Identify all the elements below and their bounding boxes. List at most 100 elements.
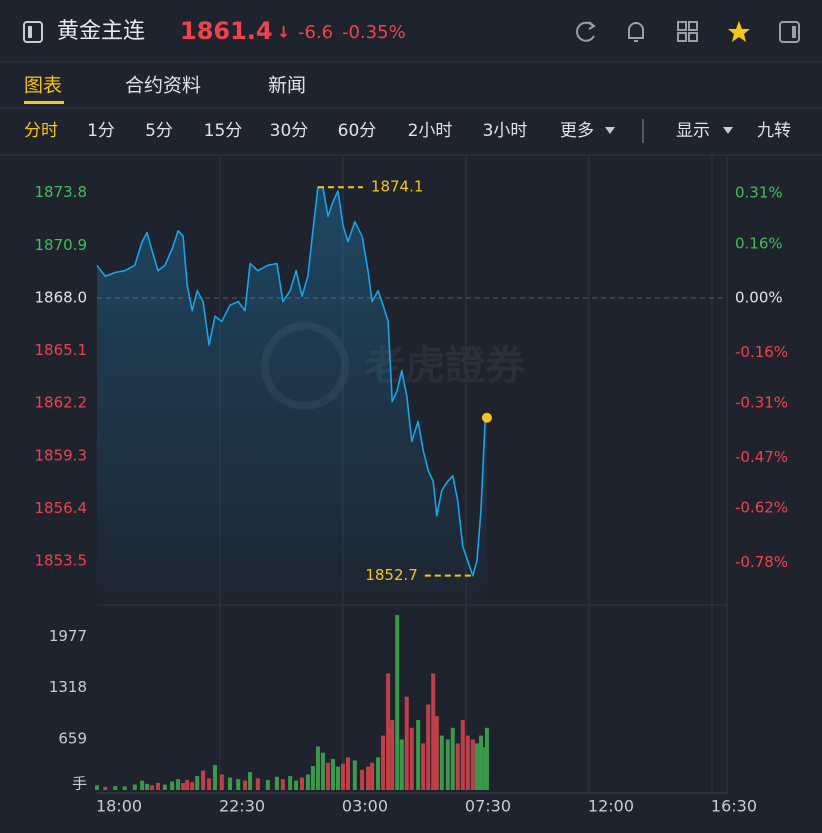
- y2-tick-label: 0.31%: [735, 183, 783, 201]
- volume-bar: [288, 776, 293, 790]
- volume-bar: [325, 762, 330, 790]
- more-dropdown-arrow: [605, 127, 615, 134]
- x-tick-label: 16:30: [711, 797, 757, 816]
- x-tick-label: 18:00: [96, 797, 142, 816]
- volume-bar: [145, 783, 150, 790]
- volume-bar: [399, 739, 404, 790]
- volume-bar: [299, 777, 304, 790]
- grid-icon-d: [688, 32, 698, 42]
- bell-icon[interactable]: [628, 22, 644, 42]
- tab[interactable]: 合约资料: [125, 75, 201, 97]
- period-option[interactable]: 2小时: [408, 121, 453, 141]
- sidebar-icon[interactable]: [23, 21, 43, 43]
- price-change: -6.6: [298, 22, 333, 43]
- display-dropdown-arrow: [723, 127, 733, 134]
- grid-icon-a[interactable]: [677, 21, 687, 31]
- y-tick-label: 1856.4: [35, 499, 88, 517]
- volume-bar: [310, 765, 315, 790]
- volume-bar: [236, 779, 241, 790]
- volume-tick-label: 1977: [49, 627, 87, 645]
- y-tick-label: 1862.2: [35, 394, 88, 412]
- volume-bar: [474, 743, 479, 790]
- tab[interactable]: 新闻: [268, 75, 306, 97]
- y-tick-label: 1853.5: [35, 552, 88, 570]
- volume-bar: [345, 757, 350, 790]
- volume-bar: [170, 781, 175, 790]
- tab[interactable]: 图表: [24, 75, 62, 97]
- panel-icon[interactable]: [779, 21, 800, 43]
- period-option[interactable]: 1分: [87, 121, 115, 141]
- period-option[interactable]: 更多: [560, 121, 594, 141]
- volume-bar: [484, 727, 489, 790]
- volume-bar: [207, 778, 212, 790]
- volume-bar: [248, 772, 253, 790]
- high-label: 1874.1: [371, 178, 424, 196]
- volume-bar: [479, 735, 484, 790]
- volume-bar: [195, 776, 200, 790]
- volume-tick-label: 1318: [49, 678, 87, 696]
- volume-bar: [445, 739, 450, 790]
- volume-bar: [416, 720, 421, 790]
- volume-bar: [330, 758, 335, 790]
- volume-bar: [409, 727, 414, 790]
- volume-bar: [185, 779, 190, 790]
- volume-bar: [340, 763, 345, 790]
- volume-bar: [455, 743, 460, 790]
- volume-bar: [370, 762, 375, 790]
- volume-bar: [132, 784, 137, 790]
- down-arrow: ↓: [277, 23, 290, 42]
- volume-bar: [294, 780, 299, 790]
- y-tick-label: 1873.8: [35, 183, 88, 201]
- refresh-icon[interactable]: [576, 21, 595, 42]
- sidebar-icon-bar: [28, 26, 32, 38]
- volume-bar: [103, 786, 108, 790]
- y-tick-label: 1868.0: [35, 288, 88, 306]
- y2-tick-label: -0.62%: [735, 499, 788, 517]
- volume-bar: [470, 739, 475, 790]
- y2-tick-label: -0.47%: [735, 448, 788, 466]
- volume-bar: [280, 779, 285, 790]
- volume-bar: [181, 783, 186, 790]
- y-tick-label: 1870.9: [35, 236, 88, 254]
- volume-bar: [421, 743, 426, 790]
- y2-tick-label: -0.78%: [735, 553, 788, 571]
- toolbar-icons: [576, 21, 800, 43]
- y2-tick-label: -0.31%: [735, 394, 788, 412]
- favorite-star[interactable]: [728, 21, 750, 42]
- period-option[interactable]: 30分: [270, 121, 309, 141]
- volume-bar: [386, 673, 391, 790]
- grid-icon-b: [688, 21, 698, 31]
- volume-bar: [460, 720, 465, 790]
- period-option[interactable]: 5分: [145, 121, 173, 141]
- period-option[interactable]: 分时: [24, 121, 58, 141]
- period-option[interactable]: 15分: [204, 121, 243, 141]
- volume-bar: [360, 769, 365, 790]
- x-tick-label: 03:00: [342, 797, 388, 816]
- volume-bar: [274, 776, 279, 790]
- volume-unit: 手: [72, 775, 87, 793]
- volume-bar: [162, 784, 167, 790]
- x-tick-label: 07:30: [465, 797, 511, 816]
- period-option[interactable]: 九转: [757, 121, 791, 141]
- period-option[interactable]: 3小时: [483, 121, 528, 141]
- volume-bar: [150, 785, 155, 790]
- volume-bar: [305, 774, 310, 790]
- volume-bar: [366, 766, 371, 790]
- volume-bar: [439, 735, 444, 790]
- volume-bar: [255, 778, 260, 790]
- volume-bar: [434, 716, 439, 790]
- period-option[interactable]: 60分: [338, 121, 377, 141]
- volume-bar: [404, 696, 409, 790]
- volume-bar: [352, 760, 357, 790]
- volume-bar: [395, 615, 400, 790]
- volume-tick-label: 659: [58, 729, 87, 747]
- panel-icon-bar: [792, 26, 796, 38]
- volume-bar: [201, 770, 206, 790]
- volume-bar: [320, 752, 325, 790]
- y2-tick-label: 0.16%: [735, 234, 783, 252]
- low-label: 1852.7: [365, 566, 418, 584]
- period-option[interactable]: 显示: [676, 121, 710, 141]
- last-price-dot: [481, 412, 492, 423]
